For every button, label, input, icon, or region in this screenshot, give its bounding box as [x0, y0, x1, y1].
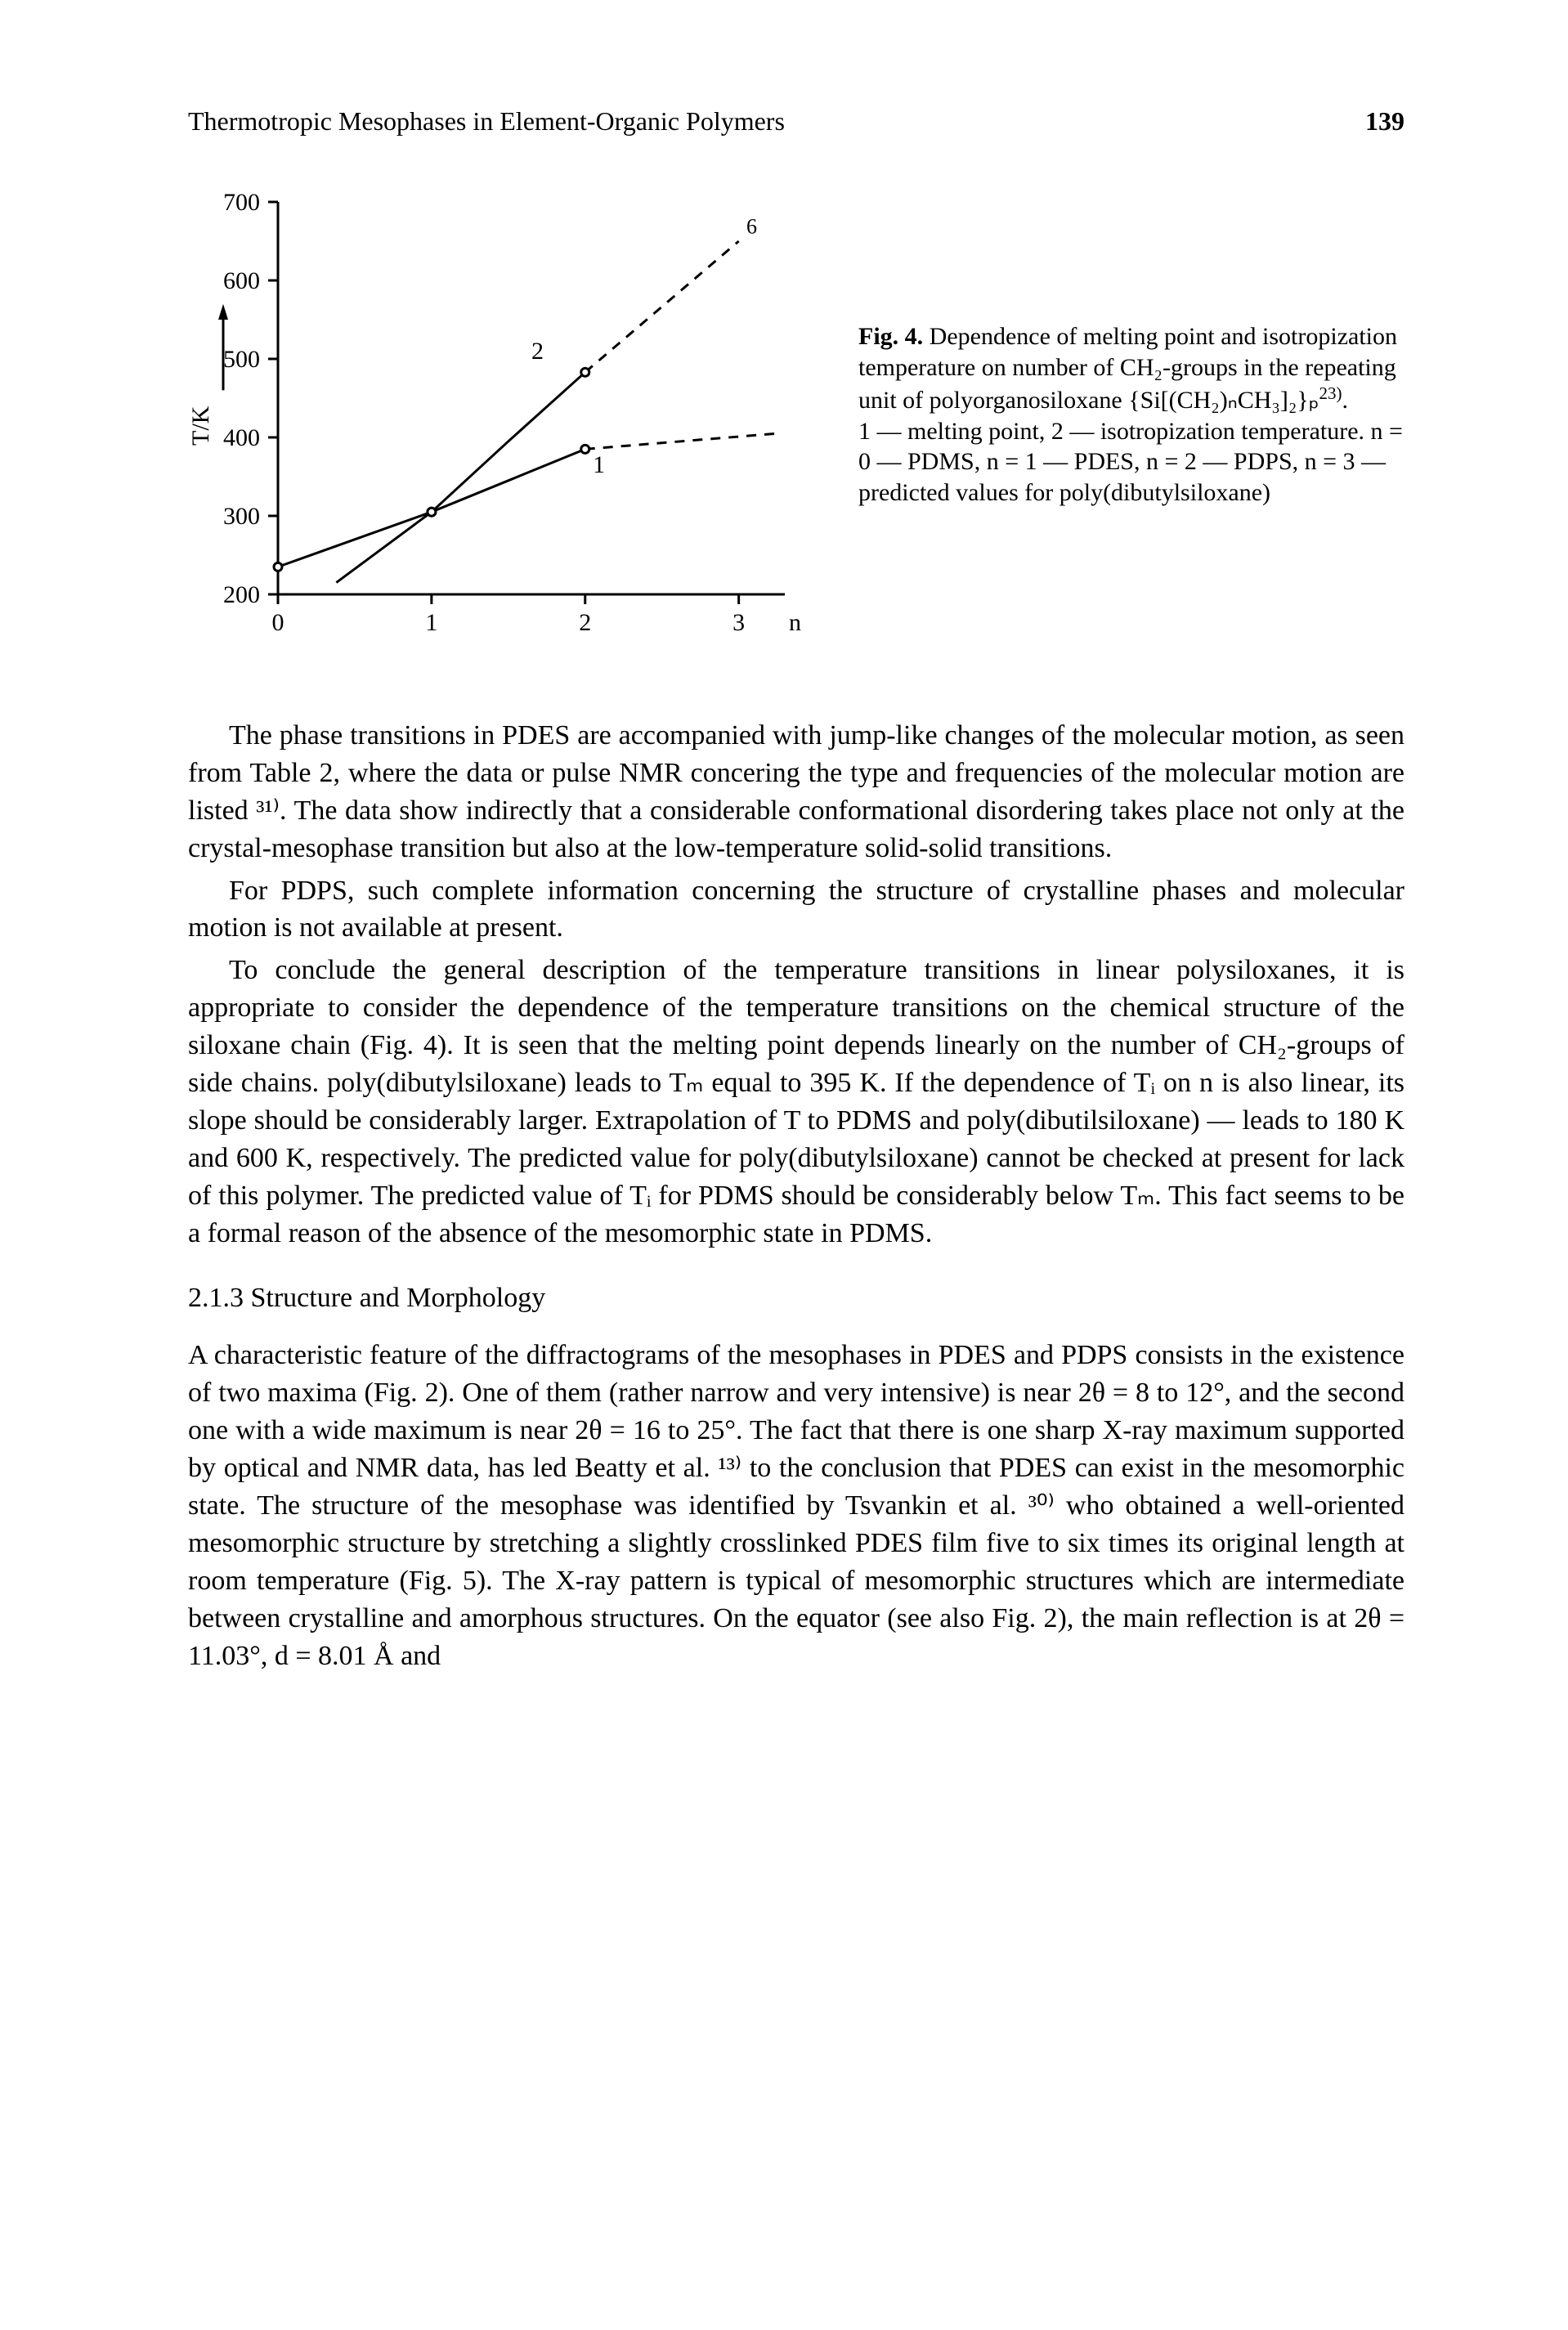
- paragraph-3: To conclude the general description of t…: [188, 952, 1404, 1252]
- caption-text-2: .: [1342, 387, 1349, 414]
- svg-text:6: 6: [746, 214, 757, 238]
- caption-text-3: 1 — melting point, 2 — isotropization te…: [858, 418, 1403, 506]
- svg-text:2: 2: [579, 609, 591, 636]
- svg-text:700: 700: [223, 189, 260, 216]
- svg-text:500: 500: [223, 346, 260, 373]
- svg-text:1: 1: [425, 609, 437, 636]
- figure-4-chart: 200 300 400 500 600 700 0 1 2 3 n T/K 1 2 6: [188, 186, 809, 643]
- svg-text:n: n: [789, 609, 801, 636]
- svg-text:T/K: T/K: [188, 406, 214, 446]
- paragraph-4: A characteristic feature of the diffract…: [188, 1337, 1404, 1674]
- caption-ref: 23): [1319, 383, 1342, 403]
- svg-text:200: 200: [223, 581, 260, 608]
- paragraph-1: The phase transitions in PDES are accomp…: [188, 717, 1404, 867]
- svg-text:300: 300: [223, 503, 260, 530]
- svg-text:3: 3: [732, 609, 745, 636]
- svg-text:1: 1: [593, 451, 605, 478]
- page-number: 139: [1365, 106, 1404, 137]
- figure-4-caption: Fig. 4. Dependence of melting point and …: [858, 321, 1404, 508]
- svg-text:0: 0: [272, 609, 284, 636]
- running-title: Thermotropic Mesophases in Element-Organ…: [188, 106, 785, 137]
- svg-text:2: 2: [531, 338, 544, 365]
- svg-text:400: 400: [223, 424, 260, 451]
- section-title-213: 2.1.3 Structure and Morphology: [188, 1283, 1404, 1314]
- paragraph-2: For PDPS, such complete information conc…: [188, 872, 1404, 948]
- svg-text:600: 600: [223, 267, 260, 294]
- caption-text-1: Dependence of melting point and isotropi…: [858, 323, 1397, 414]
- caption-label: Fig. 4.: [858, 323, 923, 350]
